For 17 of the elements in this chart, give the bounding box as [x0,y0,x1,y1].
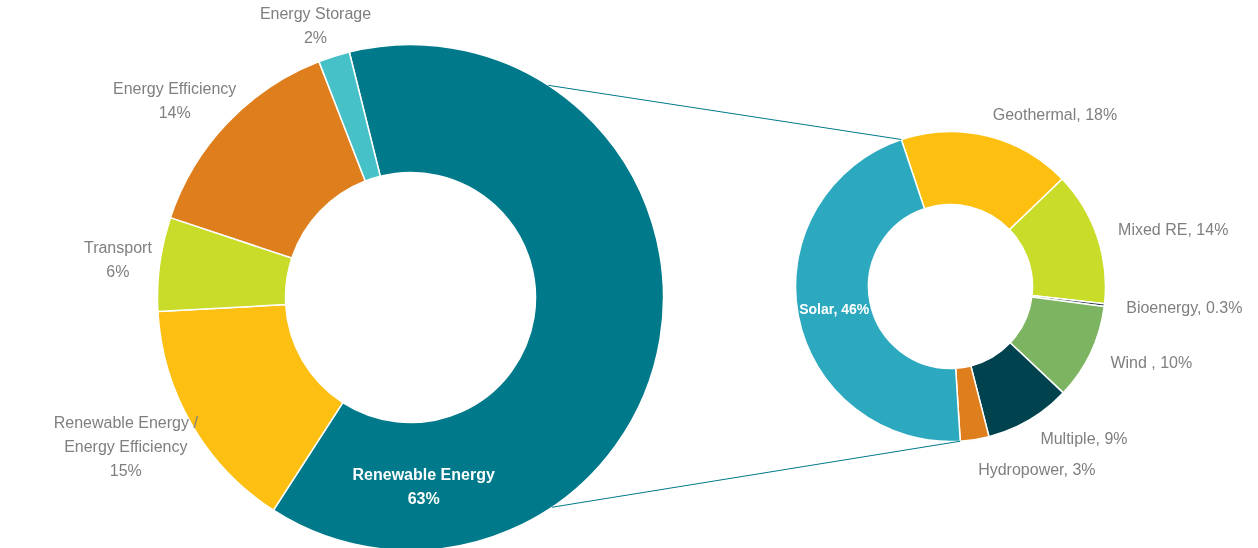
data-label: 63% [407,489,440,507]
slice-label: Geothermal, 18% [992,106,1118,124]
slice-label: Renewable Energy [352,465,495,483]
data-label: 14% [158,104,191,122]
data-label: 6% [106,263,130,281]
slice-label: Renewable Energy / Energy Efficiency [53,414,199,456]
slice-label: Multiple, 9% [1040,430,1128,448]
slice-label: Mixed RE, 14% [1118,221,1229,239]
slice-label: Hydropower, 3% [978,461,1096,479]
data-label: 15% [109,462,142,480]
slice-label: Energy Storage [259,5,372,23]
slice-label: Energy Efficiency [113,80,237,98]
slice-label: Wind , 10% [1110,353,1193,371]
slice-label: Solar, 46% [799,301,870,318]
data-label: 2% [303,29,328,47]
slice-label: Bioenergy, 0.3% [1126,299,1243,317]
slice-label: Transport [83,239,153,257]
